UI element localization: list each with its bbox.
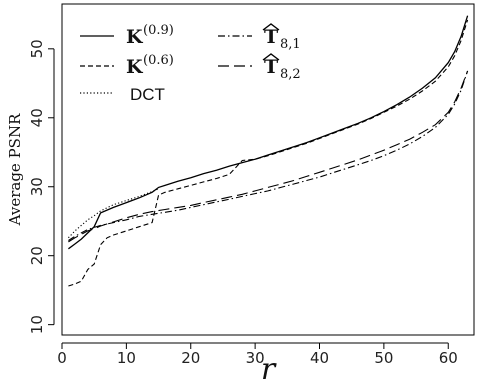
legend-label-k09: K <box>126 26 144 48</box>
plot-frame <box>61 3 475 336</box>
y-tick-label: 30 <box>28 177 46 196</box>
y-axis-title: Average PSNR <box>6 113 24 226</box>
legend-sup-k09: (0.9) <box>143 23 174 38</box>
x-tick-label: 50 <box>374 349 393 367</box>
legend-item-dct: DCT <box>80 85 165 104</box>
legend-sub-t82: 8,2 <box>280 67 301 82</box>
series-line-k09 <box>68 15 469 250</box>
hat-accent-icon <box>262 23 280 31</box>
legend-item-k09: K (0.9) <box>80 23 174 48</box>
series-line-t81 <box>68 70 469 241</box>
legend-label-t81: T <box>264 26 278 48</box>
legend-item-k06: K (0.6) <box>80 53 174 78</box>
y-tick-label: 40 <box>28 108 46 127</box>
x-tick-label: 60 <box>439 349 458 367</box>
legend-item-t82: T 8,2 <box>218 53 301 82</box>
legend-label-k06: K <box>126 56 144 78</box>
y-tick-label: 10 <box>28 315 46 334</box>
axes: 0 10 20 30 40 50 60 10 20 30 40 50 <box>28 39 458 367</box>
plot-area <box>61 3 475 336</box>
legend-label-t82: T <box>264 56 278 78</box>
x-tick-label: 10 <box>117 349 136 367</box>
series-layer <box>67 15 469 287</box>
x-tick-label: 0 <box>57 349 67 367</box>
legend-item-t81: T 8,1 <box>218 23 301 52</box>
hat-accent-icon <box>262 53 280 61</box>
x-tick-label: 40 <box>310 349 329 367</box>
legend-label-dct: DCT <box>130 85 165 104</box>
x-axis-title: r <box>261 352 277 385</box>
y-tick-label: 50 <box>28 39 46 58</box>
legend-sup-k06: (0.6) <box>143 53 174 68</box>
y-tick-label: 20 <box>28 246 46 265</box>
legend-sub-t81: 8,1 <box>280 37 301 52</box>
series-line-k06 <box>68 19 469 287</box>
series-line-t82 <box>68 70 469 243</box>
x-tick-label: 30 <box>246 349 265 367</box>
x-tick-label: 20 <box>181 349 200 367</box>
